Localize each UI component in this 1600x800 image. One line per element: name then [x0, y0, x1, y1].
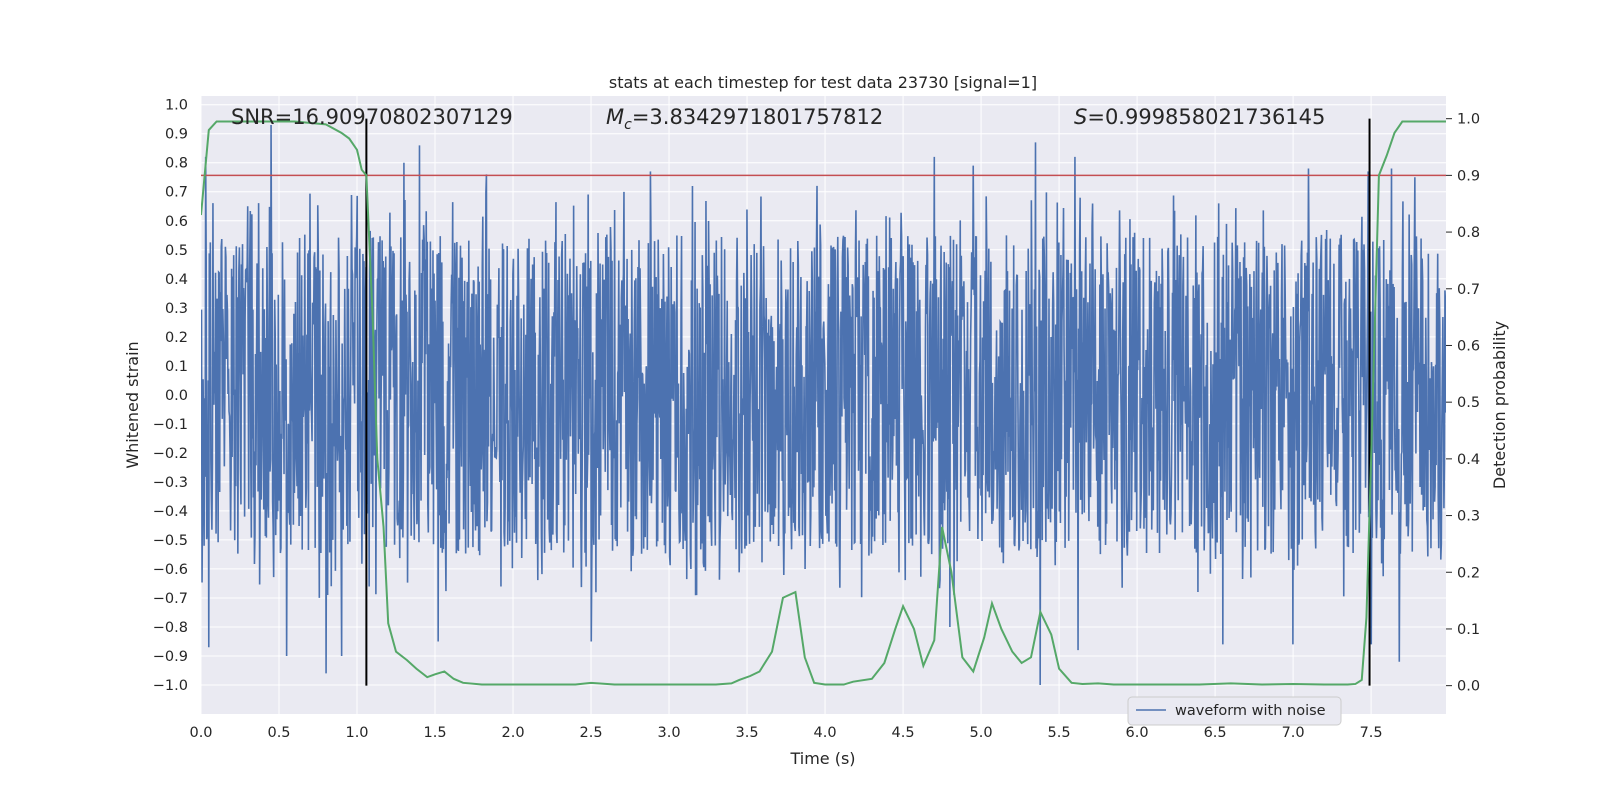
- series-detection-probability: [201, 118, 1446, 686]
- legend: waveform with noise: [1127, 696, 1342, 726]
- y-tick-label-14: −0.4: [153, 504, 188, 520]
- annotation-s-value: =0.999858021736145: [1087, 105, 1325, 129]
- y2-tick-label-8: 0.2: [1457, 565, 1480, 581]
- x-tick-label-3: 1.5: [423, 725, 446, 741]
- x-tick-label-12: 6.0: [1126, 725, 1149, 741]
- legend-box: [1127, 696, 1342, 726]
- annotation-s-symbol: S: [1074, 105, 1087, 129]
- y-tick-label-20: −1.0: [153, 678, 188, 694]
- x-tick-label-11: 5.5: [1048, 725, 1071, 741]
- x-tick-label-5: 2.5: [580, 725, 603, 741]
- x-tick-label-2: 1.0: [345, 725, 368, 741]
- x-tick-label-6: 3.0: [658, 725, 681, 741]
- annotation-mc-value: =3.8342971801757812: [632, 105, 883, 129]
- x-tick-label-0: 0.0: [189, 725, 212, 741]
- x-axis-label: Time (s): [789, 749, 855, 768]
- y-axis-label: Whitened strain: [123, 341, 142, 468]
- annotation-snr: SNR=16.90970802307129: [231, 105, 513, 129]
- x-tick-label-1: 0.5: [267, 725, 290, 741]
- x-tick-label-8: 4.0: [814, 725, 837, 741]
- waveform-line: [201, 125, 1446, 685]
- y-tick-label-11: −0.1: [153, 417, 188, 433]
- y-tick-label-5: 0.5: [165, 243, 188, 259]
- y2-tick-label-4: 0.6: [1457, 338, 1480, 354]
- y-tick-label-18: −0.8: [153, 620, 188, 636]
- y-axis-ticks: 1.0 0.9 0.8 0.7 0.6 0.5 0.4 0.3 0.2 0.1 0.0 −0.1 −0.…: [153, 98, 188, 694]
- probability-line: [201, 120, 1446, 686]
- y2-axis-label: Detection probability: [1490, 321, 1509, 489]
- y-tick-label-1: 0.9: [165, 127, 188, 143]
- x-tick-label-9: 4.5: [892, 725, 915, 741]
- y-tick-label-12: −0.2: [153, 446, 188, 462]
- y-tick-label-17: −0.7: [153, 591, 188, 607]
- y-tick-label-15: −0.5: [153, 533, 188, 549]
- y2-tick-label-9: 0.1: [1457, 622, 1480, 638]
- y-tick-label-8: 0.2: [165, 330, 188, 346]
- chart-title: stats at each timestep for test data 237…: [609, 73, 1037, 92]
- x-tick-label-4: 2.0: [501, 725, 524, 741]
- series-waveform: [201, 125, 1446, 685]
- y-tick-label-4: 0.6: [165, 214, 188, 230]
- x-tick-label-7: 3.5: [736, 725, 759, 741]
- y2-tick-label-10: 0.0: [1457, 679, 1480, 695]
- x-tick-label-14: 7.0: [1282, 725, 1305, 741]
- y-tick-label-10: 0.0: [165, 388, 188, 404]
- y-tick-label-3: 0.7: [165, 185, 188, 201]
- annotation-chirp-mass: Mc=3.8342971801757812: [606, 105, 883, 133]
- y2-tick-label-3: 0.7: [1457, 282, 1480, 298]
- y2-tick-label-1: 0.9: [1457, 168, 1480, 184]
- y2-tick-label-0: 1.0: [1457, 112, 1480, 128]
- y2-tick-label-6: 0.4: [1457, 452, 1480, 468]
- x-axis-ticks: 0.0 0.5 1.0 1.5 2.0 2.5 3.0 3.5 4.0 4.5 5.0 5.5 6.0 6…: [189, 725, 1382, 741]
- y-tick-label-0: 1.0: [165, 98, 188, 114]
- y-tick-label-19: −0.9: [153, 649, 188, 665]
- y-tick-label-2: 0.8: [165, 156, 188, 172]
- y-tick-label-13: −0.3: [153, 475, 188, 491]
- annotation-mc-symbol: M: [606, 105, 624, 129]
- annotation-mc-subscript: c: [624, 117, 632, 133]
- y2-axis-ticks: 1.0 0.9 0.8 0.7 0.6 0.5 0.4 0.3 0.2 0.1 0.0: [1446, 112, 1480, 695]
- x-tick-label-13: 6.5: [1204, 725, 1227, 741]
- y2-tick-label-7: 0.3: [1457, 509, 1480, 525]
- y-tick-label-7: 0.3: [165, 301, 188, 317]
- y2-tick-label-5: 0.5: [1457, 395, 1480, 411]
- y2-tick-label-2: 0.8: [1457, 225, 1480, 241]
- x-tick-label-10: 5.0: [970, 725, 993, 741]
- annotation-s: S=0.999858021736145: [1074, 105, 1325, 129]
- y-tick-label-16: −0.6: [153, 562, 188, 578]
- y-tick-label-9: 0.1: [165, 359, 188, 375]
- x-tick-label-15: 7.5: [1360, 725, 1383, 741]
- legend-label-waveform: waveform with noise: [1175, 703, 1326, 719]
- y-tick-label-6: 0.4: [165, 272, 188, 288]
